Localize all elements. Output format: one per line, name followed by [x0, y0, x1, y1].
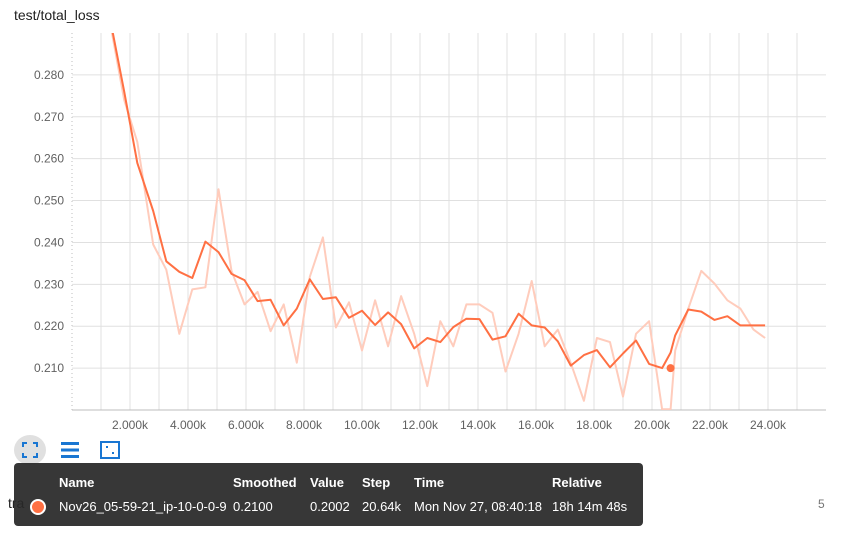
tooltip-header-relative: Relative: [552, 475, 602, 490]
x-tick-label: 20.00k: [634, 418, 671, 432]
chart-title: test/total_loss: [14, 7, 100, 23]
line-chart[interactable]: 0.210 0.220 0.230 0.240 0.250 0.260 0.270 0.280…: [0, 0, 842, 460]
x-tick-label: 22.00k: [692, 418, 729, 432]
tooltip-time: Mon Nov 27, 08:40:18: [414, 499, 542, 514]
highlight-layer: [666, 364, 675, 373]
axes: 0.210 0.220 0.230 0.240 0.250 0.260 0.270 0.280…: [34, 33, 826, 432]
y-tick-label: 0.260: [34, 152, 64, 166]
run-count: 5: [818, 497, 825, 511]
series-layer: [110, 33, 766, 410]
y-tick-label: 0.220: [34, 319, 64, 333]
y-tick-label: 0.280: [34, 68, 64, 82]
y-tick-label: 0.270: [34, 110, 64, 124]
x-tick-label: 12.00k: [402, 418, 439, 432]
x-tick-label: 16.00k: [518, 418, 555, 432]
smoothed-series-line: [111, 33, 766, 370]
tooltip-header-smoothed: Smoothed: [233, 475, 297, 490]
tooltip-header-value: Value: [310, 475, 344, 490]
x-tick-label: 10.00k: [344, 418, 381, 432]
tooltip-smoothed-value: 0.2100: [233, 499, 273, 514]
x-tick-label: 4.000k: [170, 418, 207, 432]
run-color-swatch: [30, 499, 46, 515]
tooltip-value: 0.2002: [310, 499, 350, 514]
tooltip-relative: 18h 14m 48s: [552, 499, 628, 514]
raw-series-line: [110, 33, 766, 410]
y-tick-label: 0.230: [34, 277, 64, 291]
tooltip-step: 20.64k: [362, 499, 402, 514]
x-tick-label: 14.00k: [460, 418, 497, 432]
x-tick-label: 24.00k: [750, 418, 787, 432]
y-tick-label: 0.250: [34, 194, 64, 208]
y-tick-label: 0.210: [34, 361, 64, 375]
highlight-point: [666, 364, 675, 373]
fit-domain-icon: [100, 441, 120, 459]
x-tick-label: 8.000k: [286, 418, 323, 432]
fit-domain-button[interactable]: [94, 435, 126, 465]
x-tick-label: 2.000k: [112, 418, 149, 432]
x-tick-label: 18.00k: [576, 418, 613, 432]
list-icon: [61, 442, 79, 458]
x-tick-label: 6.000k: [228, 418, 265, 432]
chart-toolbar: [14, 435, 126, 465]
chart-tooltip: Name Smoothed Value Step Time Relative N…: [14, 463, 643, 526]
grid: [72, 33, 826, 410]
tooltip-header-step: Step: [362, 475, 391, 490]
fullscreen-icon: [22, 442, 38, 458]
toggle-log-scale-button[interactable]: [54, 435, 86, 465]
tooltip-run-name: Nov26_05-59-21_ip-10-0-0-9: [59, 499, 227, 514]
tooltip-header-name: Name: [59, 475, 95, 490]
fullscreen-button[interactable]: [14, 435, 46, 465]
tooltip-header-time: Time: [414, 475, 445, 490]
y-tick-label: 0.240: [34, 235, 64, 249]
